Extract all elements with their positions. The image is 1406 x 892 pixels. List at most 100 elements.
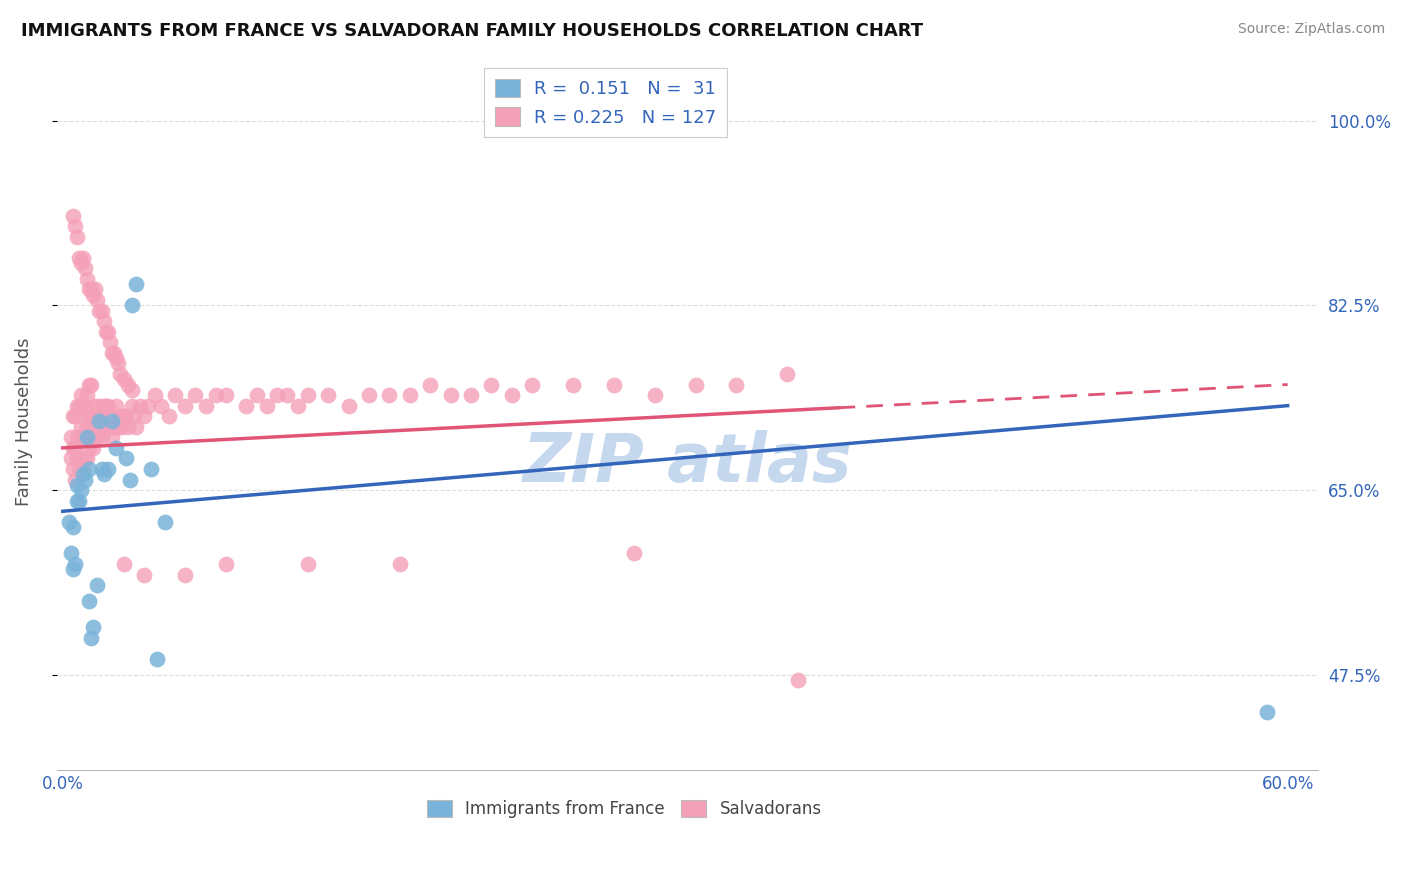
Point bbox=[82, 409, 104, 424]
Point bbox=[58, 515, 80, 529]
Point bbox=[121, 298, 143, 312]
Point bbox=[94, 325, 117, 339]
Point bbox=[89, 419, 111, 434]
Point bbox=[115, 451, 138, 466]
Point bbox=[77, 594, 100, 608]
Point bbox=[70, 419, 93, 434]
Point bbox=[59, 547, 82, 561]
Point bbox=[246, 388, 269, 402]
Point bbox=[76, 272, 98, 286]
Point bbox=[86, 409, 108, 424]
Point bbox=[287, 399, 309, 413]
Point bbox=[125, 277, 148, 292]
Point bbox=[75, 451, 97, 466]
Point bbox=[72, 467, 94, 482]
Point bbox=[104, 399, 127, 413]
Point bbox=[59, 451, 82, 466]
Point bbox=[111, 419, 134, 434]
Point bbox=[100, 430, 122, 444]
Point bbox=[153, 515, 176, 529]
Point bbox=[235, 399, 257, 413]
Legend: Immigrants from France, Salvadorans: Immigrants from France, Salvadorans bbox=[420, 793, 828, 824]
Point bbox=[66, 451, 89, 466]
Point bbox=[72, 251, 94, 265]
Point bbox=[103, 419, 125, 434]
Point bbox=[76, 388, 98, 402]
Point bbox=[59, 430, 82, 444]
Point bbox=[122, 409, 145, 424]
Point bbox=[76, 430, 98, 444]
Point bbox=[80, 283, 103, 297]
Point bbox=[62, 462, 84, 476]
Point bbox=[398, 388, 420, 402]
Point bbox=[63, 441, 86, 455]
Point bbox=[93, 419, 115, 434]
Point bbox=[63, 473, 86, 487]
Point bbox=[121, 383, 143, 397]
Point bbox=[125, 419, 148, 434]
Point bbox=[93, 399, 115, 413]
Point bbox=[117, 377, 139, 392]
Point bbox=[419, 377, 441, 392]
Point bbox=[93, 467, 115, 482]
Point bbox=[112, 409, 135, 424]
Point bbox=[98, 335, 121, 350]
Point bbox=[357, 388, 380, 402]
Point bbox=[75, 261, 97, 276]
Point bbox=[93, 314, 115, 328]
Point bbox=[103, 346, 125, 360]
Point bbox=[62, 441, 84, 455]
Point bbox=[117, 419, 139, 434]
Point bbox=[215, 388, 238, 402]
Point bbox=[107, 356, 129, 370]
Point bbox=[194, 399, 217, 413]
Point bbox=[297, 388, 319, 402]
Point bbox=[94, 399, 117, 413]
Point bbox=[104, 441, 127, 455]
Point bbox=[90, 303, 112, 318]
Point bbox=[89, 399, 111, 413]
Point bbox=[129, 399, 152, 413]
Point bbox=[100, 415, 122, 429]
Point bbox=[77, 283, 100, 297]
Point bbox=[62, 562, 84, 576]
Point bbox=[157, 409, 180, 424]
Point bbox=[121, 399, 143, 413]
Point bbox=[786, 673, 808, 688]
Point bbox=[84, 283, 107, 297]
Point bbox=[75, 399, 97, 413]
Point bbox=[84, 419, 107, 434]
Point bbox=[75, 430, 97, 444]
Point bbox=[134, 409, 156, 424]
Point bbox=[145, 652, 167, 666]
Point bbox=[77, 441, 100, 455]
Text: IMMIGRANTS FROM FRANCE VS SALVADORAN FAMILY HOUSEHOLDS CORRELATION CHART: IMMIGRANTS FROM FRANCE VS SALVADORAN FAM… bbox=[21, 22, 924, 40]
Point bbox=[62, 409, 84, 424]
Point bbox=[67, 399, 90, 413]
Point bbox=[562, 377, 585, 392]
Point bbox=[80, 409, 103, 424]
Point bbox=[603, 377, 626, 392]
Point bbox=[266, 388, 288, 402]
Point bbox=[89, 303, 111, 318]
Point bbox=[120, 473, 142, 487]
Point bbox=[76, 451, 98, 466]
Point bbox=[776, 367, 799, 381]
Point bbox=[82, 287, 104, 301]
Text: ZIP atlas: ZIP atlas bbox=[523, 430, 852, 496]
Point bbox=[70, 256, 93, 270]
Point bbox=[62, 520, 84, 534]
Point bbox=[378, 388, 401, 402]
Point bbox=[112, 372, 135, 386]
Point bbox=[256, 399, 278, 413]
Point bbox=[76, 419, 98, 434]
Point bbox=[84, 430, 107, 444]
Point bbox=[77, 409, 100, 424]
Point bbox=[97, 325, 120, 339]
Point bbox=[623, 547, 645, 561]
Point bbox=[67, 493, 90, 508]
Point bbox=[82, 430, 104, 444]
Point bbox=[460, 388, 482, 402]
Point bbox=[80, 377, 103, 392]
Point bbox=[107, 419, 129, 434]
